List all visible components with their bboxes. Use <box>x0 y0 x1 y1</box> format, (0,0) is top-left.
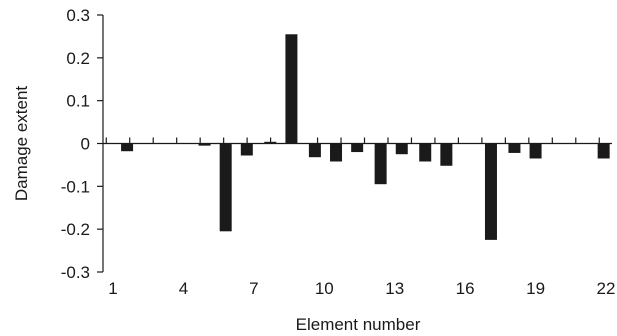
y-ticks: 0.3 0.2 0.1 0 -0.1 -0.2 -0.3 <box>61 6 103 282</box>
y-tick-label: 0.3 <box>66 6 90 25</box>
x-tick-label: 4 <box>179 279 188 298</box>
x-ticks <box>105 137 600 144</box>
bar <box>308 143 321 158</box>
bars <box>121 34 610 240</box>
x-axis: 1 4 7 10 13 16 19 22 <box>103 137 615 298</box>
x-tick-label: 19 <box>526 279 545 298</box>
y-tick-label: -0.3 <box>61 263 90 282</box>
bar <box>440 143 453 166</box>
bar <box>240 143 253 156</box>
bar <box>597 143 610 159</box>
x-tick-label: 1 <box>108 279 117 298</box>
bar <box>219 143 232 232</box>
x-axis-title: Element number <box>296 315 421 334</box>
bar <box>121 143 134 152</box>
y-tick-label: 0 <box>81 135 90 154</box>
y-tick-label: -0.1 <box>61 177 90 196</box>
bar <box>484 143 497 240</box>
bar <box>264 141 277 144</box>
y-tick-label: 0.2 <box>66 49 90 68</box>
x-tick-labels: 1 4 7 10 13 16 19 22 <box>108 279 615 298</box>
bar <box>330 143 343 162</box>
bar <box>529 143 542 159</box>
bar <box>351 143 364 153</box>
x-tick-label: 10 <box>315 279 334 298</box>
x-tick-label: 22 <box>597 279 616 298</box>
bar <box>508 143 521 153</box>
y-tick-label: -0.2 <box>61 220 90 239</box>
x-tick-label: 13 <box>385 279 404 298</box>
bar <box>285 34 298 144</box>
y-axis: 0.3 0.2 0.1 0 -0.1 -0.2 -0.3 <box>61 6 104 282</box>
y-axis-title: Damage extent <box>12 86 31 202</box>
x-tick-label: 7 <box>249 279 258 298</box>
bar <box>374 143 387 185</box>
y-tick-label: 0.1 <box>66 92 90 111</box>
x-tick-label: 16 <box>456 279 475 298</box>
bar <box>419 143 432 162</box>
bar <box>395 143 408 155</box>
bar <box>198 143 211 146</box>
